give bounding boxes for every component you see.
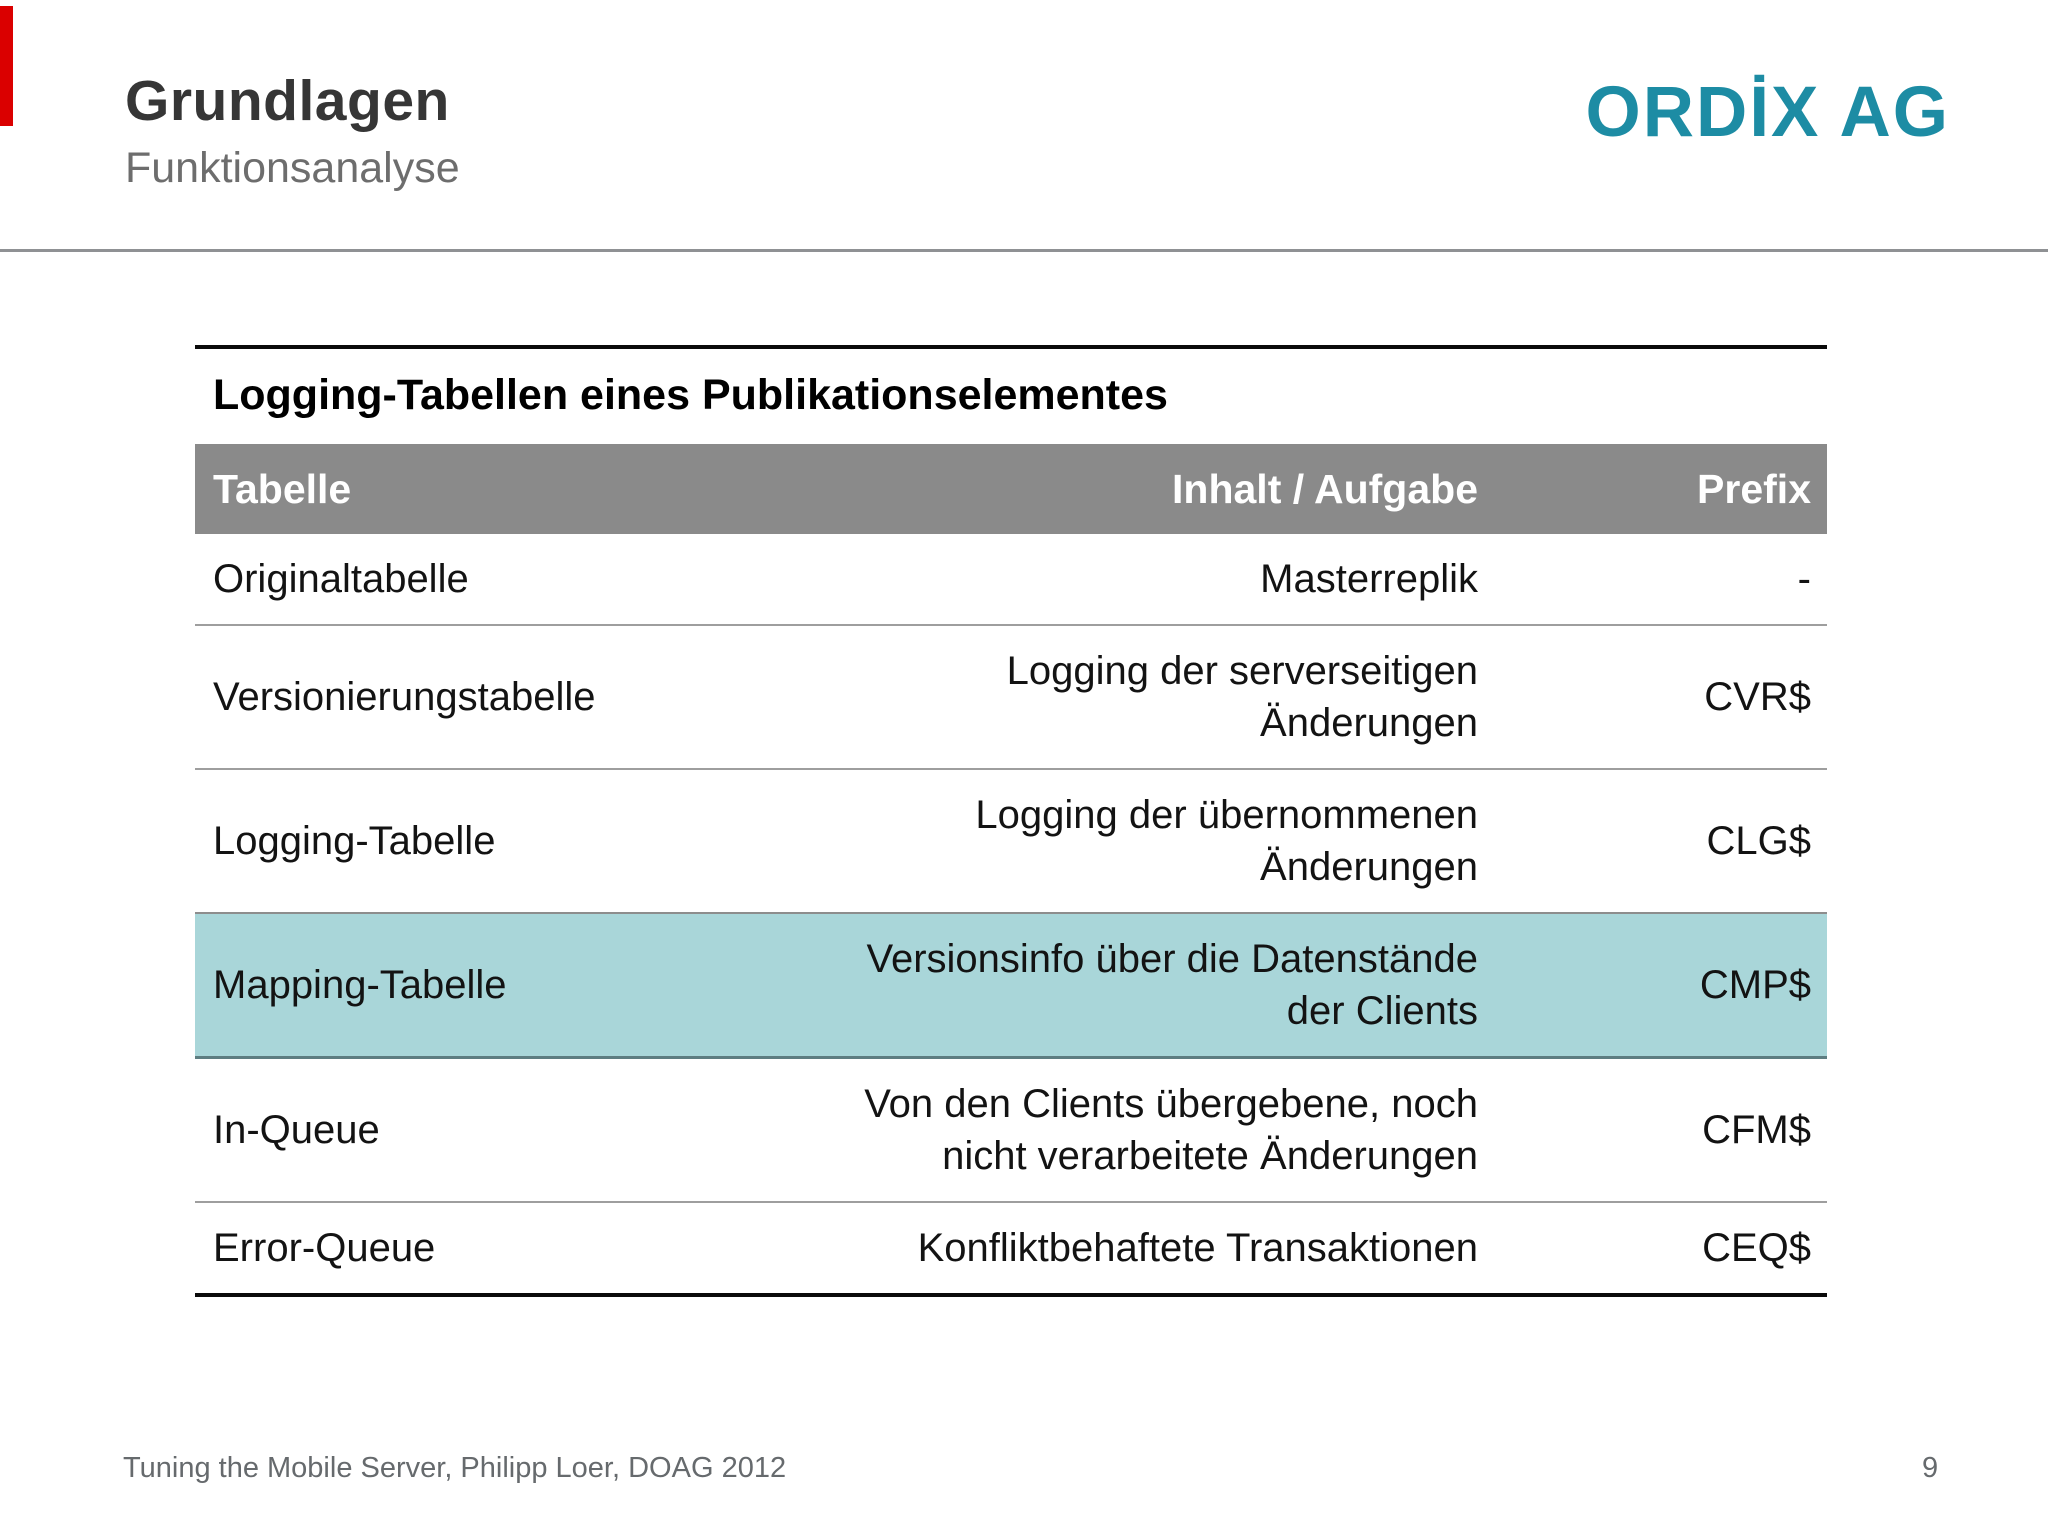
table-row: Versionierungstabelle Logging der server… xyxy=(195,625,1827,770)
header-divider xyxy=(0,249,2048,252)
cell-prefix: CEQ$ xyxy=(1478,1202,1827,1297)
company-logo: ORDİX AG xyxy=(1585,73,1950,152)
cell-prefix: - xyxy=(1478,534,1827,626)
cell-inhalt: Von den Clients übergebene, noch nicht v… xyxy=(685,1057,1478,1203)
cell-prefix: CFM$ xyxy=(1478,1057,1827,1203)
cell-prefix: CMP$ xyxy=(1478,912,1827,1059)
cell-prefix: CLG$ xyxy=(1706,819,1812,863)
column-header-inhalt: Inhalt / Aufgabe xyxy=(685,444,1478,534)
table-row: Logging-Tabelle Logging der übernommenen… xyxy=(195,769,1827,913)
cell-inhalt: Masterreplik xyxy=(685,534,1478,626)
column-header-tabelle: Tabelle xyxy=(195,444,685,534)
cell-inhalt: Logging der serverseitigen Änderungen xyxy=(685,625,1478,770)
cell-inhalt: Versionsinfo über die Datenstände der Cl… xyxy=(685,912,1478,1059)
page-number: 9 xyxy=(1922,1452,1939,1484)
cell-tabelle: Logging-Tabelle xyxy=(213,819,496,863)
table-row-highlighted: Mapping-Tabelle Versionsinfo über die Da… xyxy=(195,912,1827,1059)
cell-tabelle: Originaltabelle xyxy=(195,534,685,626)
column-header-prefix: Prefix xyxy=(1478,444,1827,534)
cell-prefix: CVR$ xyxy=(1478,625,1827,770)
table-block: Logging-Tabellen eines Publikationseleme… xyxy=(195,345,1827,1297)
table-row: In-Queue Von den Clients übergebene, noc… xyxy=(195,1057,1827,1203)
table-caption: Logging-Tabellen eines Publikationseleme… xyxy=(213,371,1168,419)
cell-tabelle: Versionierungstabelle xyxy=(195,625,685,770)
accent-bar xyxy=(0,6,13,126)
cell-tabelle: In-Queue xyxy=(195,1057,685,1203)
cell-inhalt: Logging der übernommenen Änderungen xyxy=(975,793,1478,889)
page-title: Grundlagen xyxy=(125,69,450,133)
footer-credit: Tuning the Mobile Server, Philipp Loer, … xyxy=(123,1452,787,1484)
cell-tabelle: Error-Queue xyxy=(195,1202,685,1297)
page-subtitle: Funktionsanalyse xyxy=(125,144,460,192)
table-header-row: Tabelle Inhalt / Aufgabe Prefix xyxy=(195,444,1827,534)
table-row: Originaltabelle Masterreplik - xyxy=(195,534,1827,626)
cell-tabelle: Mapping-Tabelle xyxy=(195,912,685,1059)
logging-table: Tabelle Inhalt / Aufgabe Prefix Original… xyxy=(195,444,1827,1297)
table-row: Error-Queue Konfliktbehaftete Transaktio… xyxy=(195,1202,1827,1297)
cell-inhalt: Konfliktbehaftete Transaktionen xyxy=(685,1202,1478,1297)
